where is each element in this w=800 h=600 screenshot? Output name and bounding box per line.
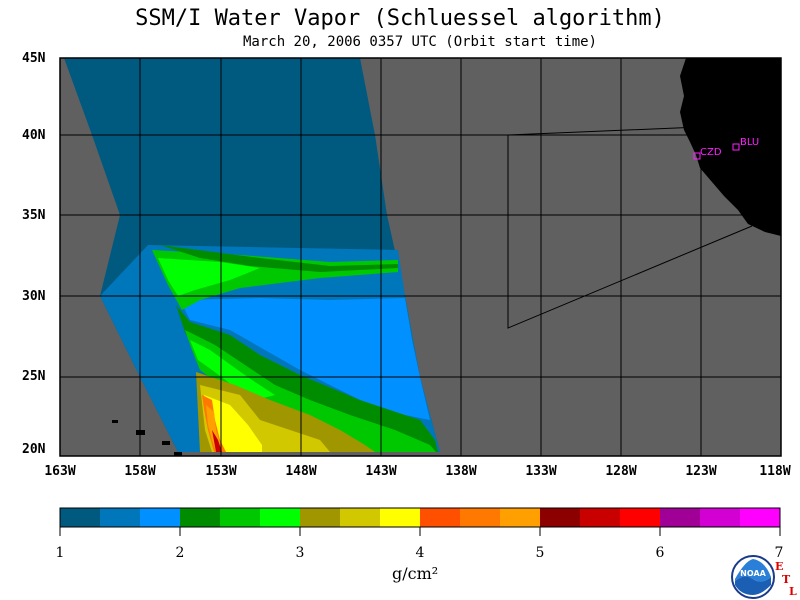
etl-letter-l: L [789, 585, 797, 598]
colorbar-tick-6: 6 [655, 545, 665, 561]
noaa-logo-text: NOAA [740, 569, 766, 578]
lat-label-30n: 30N [22, 289, 46, 304]
station-blu-label: BLU [740, 137, 760, 148]
colorbar-swatch [460, 508, 501, 527]
station-czd-marker [693, 152, 701, 160]
lat-label-20n: 20N [22, 442, 46, 457]
colorbar-tick-5: 5 [535, 545, 545, 561]
station-czd-label: CZD [700, 147, 722, 158]
map-frame [59, 57, 782, 457]
noaa-logo-icon: NOAA [731, 555, 775, 599]
station-blu-marker [732, 143, 740, 151]
satellite-swath [64, 58, 440, 452]
colorbar-swatch [700, 508, 741, 527]
lat-label-25n: 25N [22, 369, 46, 384]
colorbar-swatch [300, 508, 341, 527]
lon-label-158w: 158W [124, 464, 156, 479]
colorbar-swatch [660, 508, 701, 527]
colorbar-tick-4: 4 [415, 545, 425, 561]
lon-label-138w: 138W [445, 464, 477, 479]
lon-label-163w: 163W [44, 464, 76, 479]
colorbar-swatch [60, 508, 101, 527]
colorbar-swatch [340, 508, 381, 527]
lon-label-148w: 148W [285, 464, 317, 479]
lon-label-118w: 118W [759, 464, 791, 479]
colorbar-swatches [60, 508, 781, 527]
colorbar-swatch [380, 508, 421, 527]
colorbar-swatch [220, 508, 261, 527]
colorbar-swatch [540, 508, 581, 527]
lat-label-35n: 35N [22, 208, 46, 223]
colorbar-swatch [100, 508, 141, 527]
colorbar-swatch [580, 508, 621, 527]
colorbar-tick-3: 3 [295, 545, 305, 561]
colorbar-tick-2: 2 [175, 545, 185, 561]
chart-title: SSM/I Water Vapor (Schluessel algorithm) [135, 6, 665, 31]
colorbar-swatch [620, 508, 661, 527]
land-california [680, 58, 781, 236]
graticule [60, 58, 781, 456]
colorbar-swatch [740, 508, 781, 527]
colorbar-tick-marks [59, 527, 781, 536]
colorbar-tick-1: 1 [55, 545, 65, 561]
chart-subtitle: March 20, 2006 0357 UTC (Orbit start tim… [242, 34, 597, 50]
colorbar-units: g/cm² [392, 564, 439, 583]
colorbar-swatch [180, 508, 221, 527]
lon-label-128w: 128W [605, 464, 637, 479]
lon-label-153w: 153W [205, 464, 237, 479]
colorbar-swatch [140, 508, 181, 527]
lat-label-40n: 40N [22, 128, 46, 143]
colorbar-swatch [260, 508, 301, 527]
etl-letter-t: T [782, 573, 791, 586]
colorbar-swatch [500, 508, 541, 527]
colorbar-swatch [420, 508, 461, 527]
lat-label-45n: 45N [22, 51, 46, 66]
etl-letter-e: E [775, 560, 784, 573]
lon-label-133w: 133W [525, 464, 557, 479]
colorbar-tick-7: 7 [774, 545, 784, 561]
lon-label-123w: 123W [685, 464, 717, 479]
lon-label-143w: 143W [365, 464, 397, 479]
domain-outline [507, 126, 753, 329]
